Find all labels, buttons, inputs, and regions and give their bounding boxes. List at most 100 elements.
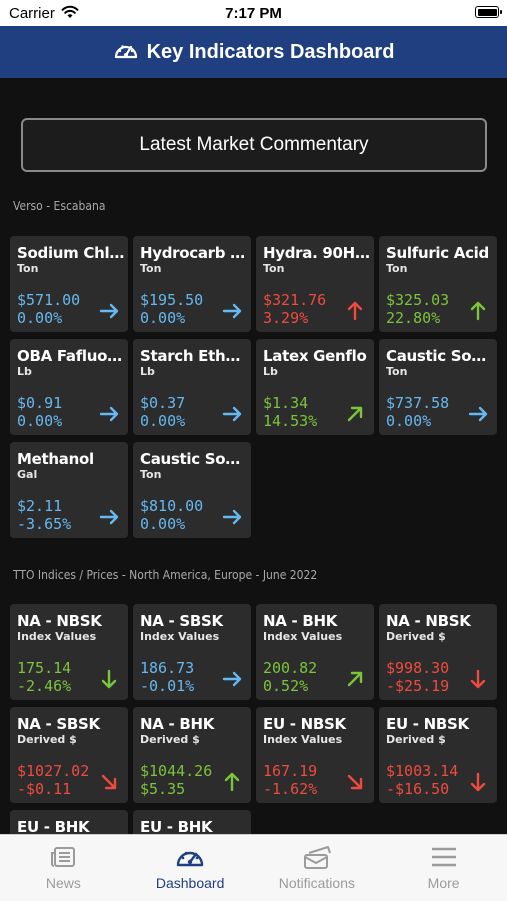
arrow-up-right-icon [347, 406, 363, 422]
arrow-right-icon [468, 406, 488, 422]
indicator-card[interactable]: NA - NBSK Derived $ $998.30 -$25.19 [379, 604, 497, 700]
dashboard-content[interactable]: Latest Market Commentary Verso - Escaban… [0, 78, 507, 834]
card-unit: Lb [140, 365, 155, 378]
card-change: -1.62% [263, 780, 318, 798]
card-unit: Ton [17, 262, 39, 275]
tab-more-label: More [427, 875, 460, 891]
card-price: $810.00 [140, 497, 204, 515]
arrow-down-icon [101, 669, 117, 689]
indicator-card[interactable]: EU - BHK [10, 810, 128, 834]
indicator-card[interactable]: Starch Ethylex Lb $0.37 0.00% [133, 339, 251, 435]
card-title: Sodium Chlo... [17, 244, 125, 262]
indicator-card[interactable]: Caustic Soda...Ton $737.580.00% [379, 339, 497, 435]
arrow-up-right-icon [347, 671, 363, 687]
card-title: Hydra. 90HS... [263, 244, 371, 262]
card-price: $737.58 [386, 394, 450, 412]
card-title: NA - NBSK [386, 612, 471, 630]
card-unit: Derived $ [386, 733, 446, 746]
app-header: Key Indicators Dashboard [0, 26, 507, 78]
carrier-label: Carrier [9, 5, 55, 22]
tab-news[interactable]: News [0, 835, 127, 901]
card-title: EU - BHK [17, 818, 90, 834]
indicator-card[interactable]: NA - SBSK Index Values 186.73 -0.01% [133, 604, 251, 700]
card-change: -$0.11 [17, 780, 72, 798]
tab-news-label: News [45, 875, 81, 891]
speedometer-icon [113, 39, 139, 66]
page-title: Key Indicators Dashboard [146, 40, 395, 63]
indicator-card[interactable]: Hydrocarb 9... Ton $195.50 0.00% [133, 236, 251, 332]
card-price: $998.30 [386, 659, 450, 677]
tab-dashboard[interactable]: Dashboard [127, 835, 254, 901]
card-title: OBA Fafluonol [17, 347, 125, 365]
card-price: 175.14 [17, 659, 72, 677]
card-price: $325.03 [386, 291, 450, 309]
arrow-right-icon [222, 406, 242, 422]
card-title: EU - NBSK [263, 715, 346, 733]
tab-notifications[interactable]: Notifications [254, 835, 381, 901]
card-title: NA - NBSK [17, 612, 102, 630]
indicator-card[interactable]: EU - BHK [133, 810, 251, 834]
newspaper-icon [51, 847, 76, 867]
arrow-down-right-icon [347, 774, 363, 790]
tab-dashboard-label: Dashboard [155, 875, 225, 891]
card-unit: Ton [263, 262, 285, 275]
arrow-down-icon [470, 669, 486, 689]
card-title: Caustic Soda... [140, 450, 248, 468]
arrow-right-icon [99, 509, 119, 525]
card-change: -$16.50 [386, 780, 450, 798]
wifi-icon [61, 5, 79, 24]
indicator-card[interactable]: EU - NBSK Index Values 167.19 -1.62% [256, 707, 374, 803]
card-unit: Ton [386, 365, 408, 378]
tab-bar: News Dashboard Notifications More [0, 834, 507, 901]
card-title: Caustic Soda... [386, 347, 494, 365]
arrow-right-icon [222, 303, 242, 319]
clock-time: 7:17 PM [225, 5, 282, 22]
indicator-card[interactable]: Methanol Gal $2.11 -3.65% [10, 442, 128, 538]
card-change: 3.29% [263, 309, 309, 327]
latest-market-commentary-button[interactable]: Latest Market Commentary [21, 118, 487, 172]
indicator-card[interactable]: Latex Genflo Lb $1.34 14.53% [256, 339, 374, 435]
card-price: $1044.26 [140, 762, 213, 780]
card-title: Sulfuric Acid [386, 244, 489, 262]
card-title: EU - NBSK [386, 715, 469, 733]
card-price: 186.73 [140, 659, 195, 677]
card-change: 0.00% [140, 309, 186, 327]
arrow-right-icon [99, 303, 119, 319]
card-title: Hydrocarb 9... [140, 244, 248, 262]
arrow-right-icon [222, 509, 242, 525]
card-unit: Ton [386, 262, 408, 275]
section-title-tto: TTO Indices / Prices - North America, Eu… [13, 568, 318, 582]
card-title: NA - SBSK [140, 612, 223, 630]
indicator-card[interactable]: EU - NBSK Derived $ $1003.14 -$16.50 [379, 707, 497, 803]
speedometer-icon [176, 851, 204, 867]
card-change: 0.00% [140, 412, 186, 430]
indicator-card[interactable]: OBA Fafluonol Lb $0.91 0.00% [10, 339, 128, 435]
card-change: $5.35 [140, 780, 186, 798]
indicator-card[interactable]: NA - BHK Index Values 200.82 0.52% [256, 604, 374, 700]
card-price: $0.91 [17, 394, 63, 412]
indicator-card[interactable]: NA - SBSK Derived $ $1027.02 -$0.11 [10, 707, 128, 803]
status-bar: Carrier 7:17 PM [0, 0, 507, 26]
card-price: $2.11 [17, 497, 63, 515]
card-title: NA - BHK [263, 612, 338, 630]
indicator-card[interactable]: Sodium Chlo... Ton $571.00 0.00% [10, 236, 128, 332]
tab-more[interactable]: More [380, 835, 507, 901]
indicator-card[interactable]: Hydra. 90HS... Ton $321.76 3.29% [256, 236, 374, 332]
card-change: -3.65% [17, 515, 72, 533]
card-change: -$25.19 [386, 677, 450, 695]
indicator-card[interactable]: Sulfuric Acid Ton $325.03 22.80% [379, 236, 497, 332]
indicator-card[interactable]: NA - BHK Derived $ $1044.26 $5.35 [133, 707, 251, 803]
card-change: 0.00% [386, 412, 432, 430]
arrow-up-icon [347, 301, 363, 321]
card-unit: Derived $ [140, 733, 200, 746]
card-price: 167.19 [263, 762, 318, 780]
arrow-right-icon [222, 671, 242, 687]
card-title: NA - BHK [140, 715, 215, 733]
card-change: 22.80% [386, 309, 441, 327]
indicator-grid-tto: NA - NBSK Index Values 175.14 -2.46% NA - SB… [10, 604, 500, 834]
indicator-card[interactable]: Caustic Soda...Ton $810.000.00% [133, 442, 251, 538]
indicator-grid-verso: Sodium Chlo... Ton $571.00 0.00% Hydrocarb 9… [10, 236, 500, 538]
tab-notifications-label: Notifications [278, 875, 355, 891]
indicator-card[interactable]: NA - NBSK Index Values 175.14 -2.46% [10, 604, 128, 700]
card-price: $0.37 [140, 394, 186, 412]
